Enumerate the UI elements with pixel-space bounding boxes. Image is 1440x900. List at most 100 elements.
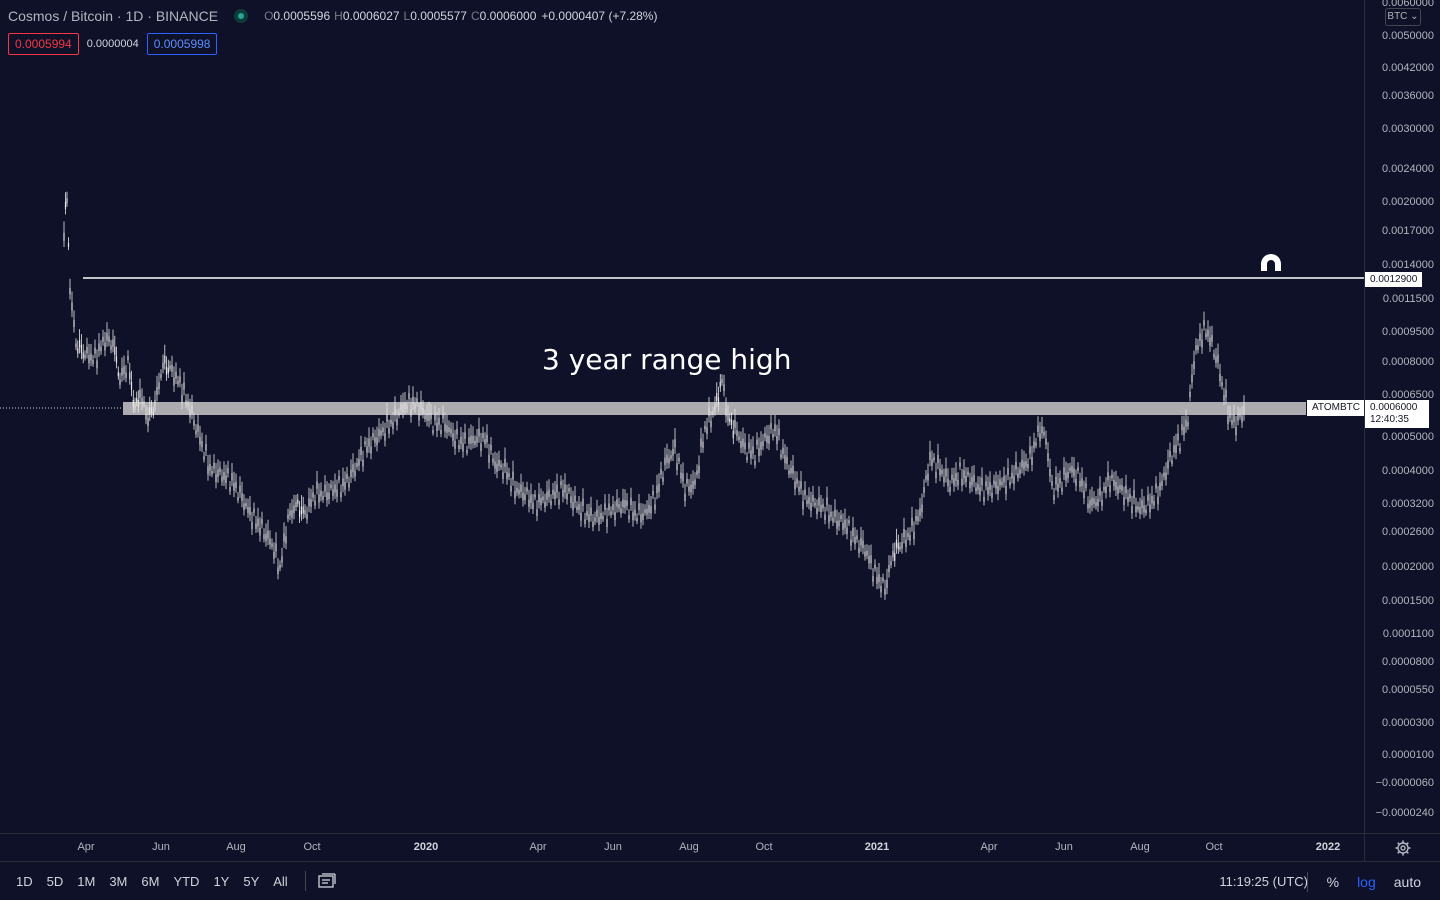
candle-body xyxy=(350,469,352,478)
symbol-title[interactable]: Cosmos / Bitcoin · 1D · BINANCE xyxy=(8,8,219,24)
candle-body xyxy=(985,481,987,487)
trade-panel: 0.0005994 0.0000004 0.0005998 xyxy=(8,33,218,55)
candle-body xyxy=(281,556,283,563)
candle-body xyxy=(287,514,289,519)
price-tick-label: 0.0001100 xyxy=(1382,628,1434,640)
price-tick-label: 0.0000800 xyxy=(1382,656,1434,668)
candle-body xyxy=(209,464,211,471)
price-chart[interactable] xyxy=(0,0,1364,833)
candle-body xyxy=(814,502,816,506)
candle-body xyxy=(253,508,255,513)
candle-body xyxy=(316,481,318,489)
chart-settings-button[interactable] xyxy=(1364,833,1440,861)
candle-body xyxy=(164,355,166,364)
time-axis[interactable]: Apr Jun Aug Oct 2020 Apr Jun Aug Oct 2021 Apr Jun Au… xyxy=(0,833,1364,861)
candle-body xyxy=(368,438,370,447)
candle-body xyxy=(540,498,542,505)
auto-scale-toggle[interactable]: auto xyxy=(1393,873,1421,890)
candle-body xyxy=(1169,450,1171,457)
utc-clock[interactable]: 11:19:25 (UTC) xyxy=(1219,874,1308,889)
price-tick-label: 0.0006500 xyxy=(1382,389,1434,401)
candle-body xyxy=(121,368,123,376)
candle-body xyxy=(80,345,82,353)
buy-button[interactable]: 0.0005998 xyxy=(146,33,218,55)
range-button-6m[interactable]: 6M xyxy=(141,873,160,889)
candle-body xyxy=(874,564,876,569)
candle-body xyxy=(332,489,334,496)
range-button-5d[interactable]: 5D xyxy=(46,873,64,889)
candle-body xyxy=(1029,446,1031,454)
candle-body xyxy=(935,471,937,479)
candle-body xyxy=(436,422,438,431)
magnet-icon[interactable] xyxy=(1258,252,1284,278)
candle-body xyxy=(442,413,444,419)
sell-button[interactable]: 0.0005994 xyxy=(8,33,79,55)
candle-body xyxy=(1073,468,1075,477)
price-tick-label: 0.0000550 xyxy=(1382,684,1434,696)
candle-body xyxy=(804,489,806,496)
candle-body xyxy=(554,491,556,500)
candle-body xyxy=(314,501,316,506)
candle-body xyxy=(1119,484,1121,490)
compare-icon[interactable] xyxy=(316,870,338,892)
market-open-dot-icon xyxy=(234,9,249,23)
price-axis[interactable]: 0.0060000 0.0050000 0.0042000 0.0036000 0.00… xyxy=(1364,0,1440,833)
candle-body xyxy=(820,504,822,512)
candle-body xyxy=(334,484,336,493)
current-price-value: 0.0006000 xyxy=(1370,402,1418,413)
candle-body xyxy=(1195,345,1197,351)
candle-body xyxy=(600,512,602,520)
candle-body xyxy=(812,495,814,502)
candle-body xyxy=(1027,464,1029,469)
candle-body xyxy=(1177,433,1179,441)
range-button-1y[interactable]: 1Y xyxy=(213,873,230,889)
chart-pane[interactable]: Cosmos / Bitcoin · 1D · BINANCE O 0.00055… xyxy=(0,0,1365,833)
candle-body xyxy=(179,376,181,383)
candle-body xyxy=(480,443,482,451)
range-button-5y[interactable]: 5Y xyxy=(243,873,260,889)
candle-body xyxy=(300,506,302,515)
candle-body xyxy=(684,493,686,501)
candle-body xyxy=(1105,486,1107,494)
candle-body xyxy=(654,504,656,510)
candle-body xyxy=(1013,476,1015,485)
candle-body xyxy=(652,491,654,496)
candle-body xyxy=(800,481,802,489)
candle-body xyxy=(251,521,253,530)
price-tick-label: 0.0002000 xyxy=(1382,561,1434,573)
range-button-1m[interactable]: 1M xyxy=(77,873,96,889)
candle-body xyxy=(562,489,564,497)
candle-body xyxy=(1081,478,1083,487)
candle-body xyxy=(752,446,754,454)
candle-body xyxy=(370,446,372,454)
candle-body xyxy=(1143,505,1145,513)
percent-scale-toggle[interactable]: % xyxy=(1326,873,1340,890)
candle-body xyxy=(933,457,935,461)
candle-body xyxy=(758,448,760,456)
candle-body xyxy=(1089,500,1091,508)
range-button-ytd[interactable]: YTD xyxy=(173,873,200,889)
candle-body xyxy=(77,348,79,354)
candle-body xyxy=(470,435,472,444)
range-button-3m[interactable]: 3M xyxy=(109,873,128,889)
candle-body xyxy=(482,433,484,439)
candle-body xyxy=(508,473,510,477)
candle-body xyxy=(1099,487,1101,496)
candle-body xyxy=(1055,476,1057,485)
range-button-1d[interactable]: 1D xyxy=(16,873,33,889)
range-button-all[interactable]: All xyxy=(273,873,288,889)
log-scale-toggle[interactable]: log xyxy=(1357,873,1376,890)
candle-body xyxy=(608,503,610,511)
chart-annotation-text[interactable]: 3 year range high xyxy=(542,343,792,376)
candle-body xyxy=(987,487,989,495)
candle-body xyxy=(582,498,584,506)
gear-icon xyxy=(1395,840,1410,855)
candle-body xyxy=(794,481,796,490)
candle-body xyxy=(402,404,404,412)
candle-body xyxy=(223,472,225,480)
currency-selector[interactable]: BTC ⌄ xyxy=(1385,8,1421,26)
candle-body xyxy=(390,419,392,424)
candle-body xyxy=(283,533,285,542)
candle-body xyxy=(500,464,502,468)
candle-body xyxy=(1161,480,1163,486)
